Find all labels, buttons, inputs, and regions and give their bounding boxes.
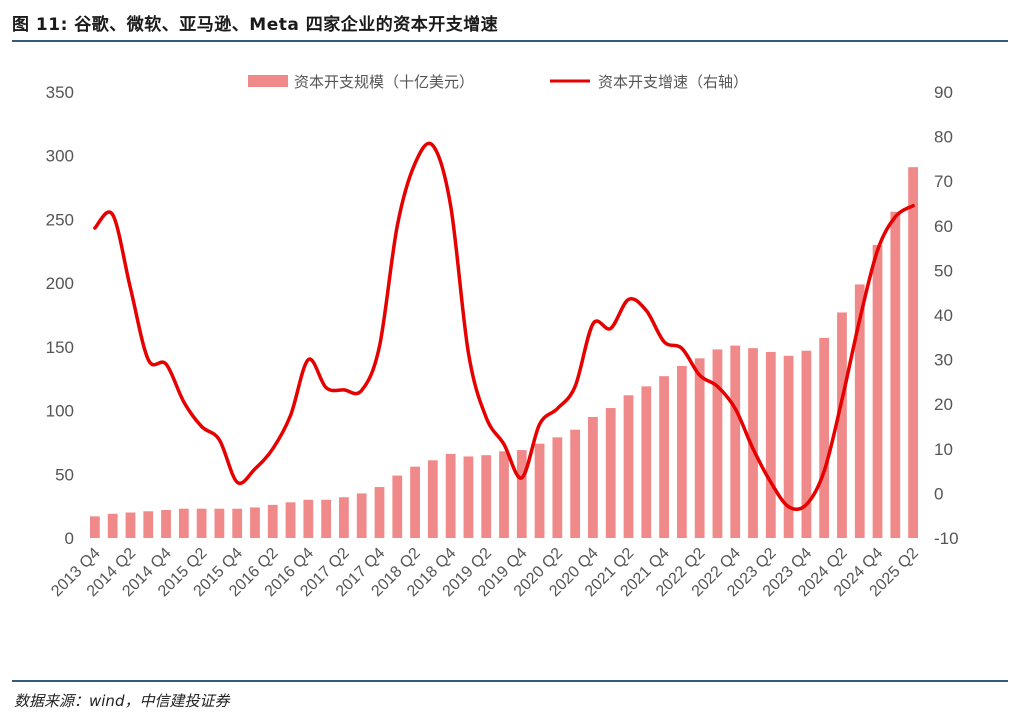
left-tick-label: 150 — [46, 338, 74, 357]
capex-bar — [854, 284, 865, 538]
left-tick-label: 250 — [46, 210, 74, 229]
capex-bar — [819, 337, 830, 538]
right-tick-label: 10 — [934, 440, 953, 459]
capex-bar — [570, 429, 581, 538]
capex-bar — [588, 416, 598, 538]
capex-bar — [748, 348, 758, 538]
capex-bar — [552, 437, 563, 538]
capex-bar — [161, 509, 171, 538]
capex-bar — [232, 508, 243, 538]
capex-bar — [303, 499, 314, 538]
capex-bar — [694, 358, 705, 538]
capex-bar — [516, 450, 527, 538]
right-tick-label: -10 — [934, 529, 959, 548]
left-axis: 0 50 100 150 200 250 300 350 — [46, 83, 74, 548]
capex-bar — [178, 508, 189, 538]
left-tick-label: 350 — [46, 83, 74, 102]
left-tick-label: 0 — [65, 529, 74, 548]
capex-bar — [321, 499, 332, 538]
capex-bar — [481, 455, 492, 538]
capex-bar — [267, 504, 278, 538]
capex-bar — [392, 475, 403, 538]
right-tick-label: 70 — [934, 172, 953, 191]
capex-bar — [410, 466, 420, 538]
capex-bar — [356, 493, 367, 538]
right-tick-label: 80 — [934, 128, 953, 147]
capex-bar — [837, 312, 847, 538]
legend-bar-label: 资本开支规模（十亿美元） — [294, 73, 474, 91]
figure-title: 图 11: 谷歌、微软、亚马逊、Meta 四家企业的资本开支增速 — [12, 15, 499, 35]
right-tick-label: 20 — [934, 395, 953, 414]
capex-bar — [339, 497, 349, 538]
capex-bar — [196, 508, 207, 538]
legend-line-label: 资本开支增速（右轴） — [598, 73, 748, 91]
capex-bar — [623, 395, 634, 538]
right-tick-label: 0 — [934, 484, 943, 503]
capex-bar — [872, 244, 883, 538]
right-tick-label: 90 — [934, 83, 953, 102]
capex-bar — [125, 512, 136, 538]
capex-bar — [890, 211, 901, 538]
right-tick-label: 40 — [934, 306, 953, 325]
capex-bar — [908, 167, 918, 538]
capex-bar — [143, 511, 154, 538]
capex-bar — [445, 453, 456, 538]
capex-bar — [107, 513, 118, 538]
left-tick-label: 100 — [46, 402, 74, 421]
bottom-rule — [12, 680, 1008, 682]
left-tick-label: 50 — [55, 465, 74, 484]
capex-bar — [499, 451, 509, 538]
right-tick-label: 60 — [934, 217, 953, 236]
right-axis: -10 0 10 20 30 40 50 60 70 80 90 — [934, 83, 959, 548]
chart-legend: 资本开支规模（十亿美元） 资本开支增速（右轴） — [248, 73, 748, 91]
top-rule — [12, 40, 1008, 42]
capex-bar — [90, 516, 100, 538]
capex-bar — [463, 456, 474, 538]
capex-chart: 资本开支规模（十亿美元） 资本开支增速（右轴） 0501001502002503… — [46, 73, 959, 600]
legend-bar-swatch — [248, 75, 288, 87]
capex-bar — [214, 508, 225, 538]
source-note: 数据来源：wind，中信建投证券 — [14, 692, 230, 710]
capex-bar — [605, 408, 616, 538]
left-tick-label: 300 — [46, 147, 74, 166]
capex-bar — [427, 460, 438, 538]
capex-bar — [659, 376, 669, 538]
capex-bar — [374, 487, 385, 538]
capex-bar — [285, 502, 296, 538]
right-tick-label: 30 — [934, 351, 953, 370]
growth-line — [93, 141, 915, 512]
capex-bar — [765, 351, 776, 538]
capex-bars — [90, 167, 918, 538]
capex-bar — [250, 507, 260, 538]
capex-bar — [801, 350, 812, 538]
capex-bar — [534, 443, 545, 538]
capex-bar — [712, 349, 723, 538]
capex-bar — [676, 365, 687, 538]
left-tick-label: 200 — [46, 274, 74, 293]
capex-bar — [641, 386, 652, 538]
right-tick-label: 50 — [934, 261, 953, 280]
capex-bar — [730, 345, 741, 538]
capex-bar — [783, 355, 794, 538]
